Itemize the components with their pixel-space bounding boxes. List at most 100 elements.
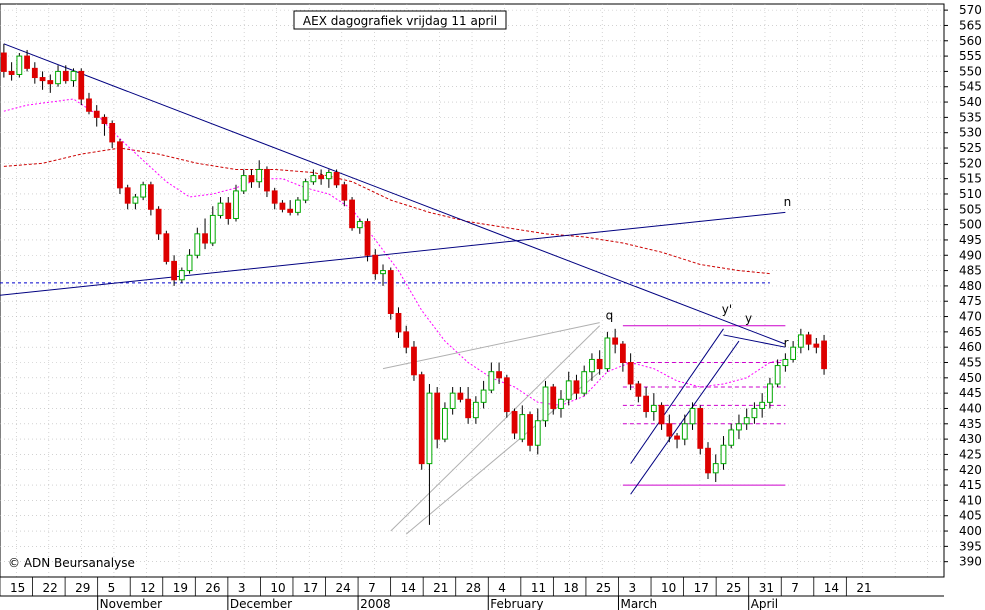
x-tick-label: 4: [498, 581, 506, 595]
candle-body: [782, 358, 789, 367]
candle-body: [194, 233, 201, 256]
candle-body: [751, 407, 758, 419]
y-tick-label: 470: [959, 310, 982, 324]
candles: [0, 43, 827, 525]
candle-body: [240, 175, 247, 192]
candle-body: [736, 423, 742, 431]
x-tick-label: 25: [726, 581, 741, 595]
y-tick-label: 445: [959, 386, 982, 400]
candle-body: [178, 270, 185, 281]
candle-body: [333, 172, 340, 186]
x-tick-label: 14: [401, 581, 416, 595]
y-tick-label: 450: [959, 371, 982, 385]
candle-body: [457, 392, 464, 400]
candle-body: [78, 70, 85, 100]
x-tick-label: 7: [368, 581, 376, 595]
candle-body: [16, 55, 23, 75]
candle-body: [0, 52, 7, 72]
moving-average-long: [3, 147, 770, 275]
candle-body: [349, 199, 355, 229]
candle-body: [527, 414, 533, 446]
candle-body: [117, 141, 123, 189]
y-tick-label: 560: [959, 34, 982, 48]
candle-body: [658, 404, 665, 425]
month-label: March: [620, 597, 657, 610]
title-box: [293, 10, 507, 30]
x-tick-label: 14: [824, 581, 839, 595]
candle-body: [681, 423, 688, 440]
candle-body: [821, 340, 827, 370]
candle-body: [93, 110, 100, 118]
candle-body: [797, 334, 804, 348]
candle-body: [619, 343, 626, 364]
x-tick-label: 21: [433, 581, 448, 595]
candle-body: [604, 337, 611, 370]
candle-body: [225, 202, 232, 219]
candle-body: [140, 184, 147, 198]
candle-body: [743, 417, 750, 425]
candle-body: [380, 270, 386, 275]
candle-body: [697, 407, 704, 449]
candle-body: [318, 175, 325, 180]
trend-line: [0, 211, 786, 296]
y-tick-label: 555: [959, 49, 982, 63]
candle-body: [341, 184, 348, 201]
x-tick-label: 22: [43, 581, 58, 595]
y-tick-label: 525: [959, 141, 982, 155]
x-tick-label: 21: [856, 581, 871, 595]
y-tick-label: 425: [959, 447, 982, 461]
candle-body: [565, 380, 572, 400]
x-tick-label: 31: [759, 581, 774, 595]
candle-body: [550, 386, 557, 409]
line-label: r: [784, 336, 789, 350]
plot-area: [0, 3, 945, 578]
candle-body: [496, 371, 502, 379]
y-tick-label: 530: [959, 126, 982, 140]
y-tick-label: 475: [959, 294, 982, 308]
month-label: 2008: [360, 597, 391, 610]
candle-body: [573, 380, 580, 394]
x-tick-label: 28: [466, 581, 481, 595]
x-tick-label: 3: [628, 581, 636, 595]
candle-body: [589, 358, 595, 373]
x-tick-label: 15: [10, 581, 25, 595]
y-tick-label: 520: [959, 156, 982, 170]
axes: 3903954004054104154204254304354404454504…: [0, 3, 982, 610]
x-tick-label: 24: [336, 581, 351, 595]
y-tick-label: 420: [959, 463, 982, 477]
candle-body: [295, 199, 301, 213]
y-tick-label: 395: [959, 539, 982, 553]
y-tick-label: 455: [959, 356, 982, 370]
candle-body: [109, 123, 116, 143]
y-tick-label: 545: [959, 80, 982, 94]
y-tick-label: 435: [959, 417, 982, 431]
month-label: February: [490, 597, 543, 610]
candle-body: [86, 98, 92, 112]
candle-body: [310, 175, 317, 183]
chart-title: AEX dagografiek vrijdag 11 april: [293, 10, 507, 30]
line-label: q: [606, 309, 614, 323]
candle-body: [411, 346, 417, 376]
y-tick-label: 495: [959, 233, 982, 247]
y-tick-label: 550: [959, 64, 982, 78]
candle-body: [171, 260, 177, 281]
candle-body: [372, 254, 379, 275]
y-tick-label: 535: [959, 110, 982, 124]
candle-body: [302, 181, 309, 201]
candle-body: [271, 190, 278, 204]
candle-body: [155, 208, 162, 235]
candle-body: [759, 401, 766, 409]
trend-line: [382, 322, 600, 370]
candle-body: [39, 77, 46, 82]
candle-body: [674, 435, 680, 440]
candle-body: [643, 395, 649, 413]
y-tick-label: 415: [959, 478, 982, 492]
candle-body: [666, 423, 673, 437]
candle-body: [186, 254, 193, 272]
x-tick-label: 25: [596, 581, 611, 595]
candle-body: [62, 70, 69, 82]
y-tick-label: 430: [959, 432, 982, 446]
trend-line: [3, 43, 786, 345]
candle-body: [480, 389, 487, 403]
